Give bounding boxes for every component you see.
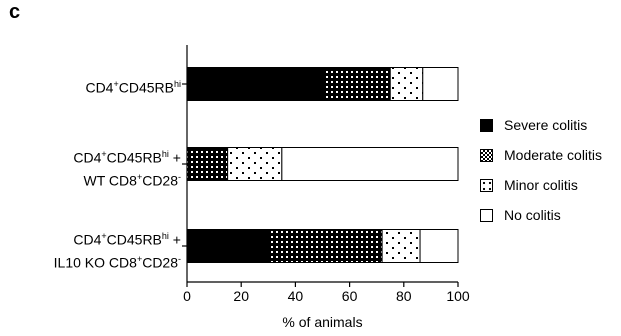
bar-segment-moderate-colitis-1 (186, 147, 229, 181)
x-tick-label-60: 60 (342, 288, 358, 304)
bar-segment-minor-colitis-1 (227, 147, 283, 181)
x-axis-title: % of animals (282, 314, 363, 330)
bar-segment-moderate-colitis-2 (267, 229, 383, 263)
x-tick-label-40: 40 (288, 288, 304, 304)
legend-label: Severe colitis (504, 117, 588, 133)
legend-swatch (480, 178, 493, 192)
category-label-1: CD4+CD45RBhi + WT CD8+CD28- (73, 149, 181, 189)
bar-segment-severe-colitis-0 (186, 67, 323, 101)
bar-segment-moderate-colitis-0 (322, 67, 391, 101)
bar-segment-minor-colitis-2 (381, 229, 421, 263)
x-tick-label-20: 20 (233, 288, 249, 304)
bar-segment-severe-colitis-2 (186, 229, 269, 263)
x-tick-label-100: 100 (446, 288, 470, 304)
category-label-0: CD4+CD45RBhi (85, 78, 181, 96)
bar-segment-no-colitis-1 (281, 147, 459, 181)
x-tick-label-0: 0 (183, 288, 191, 304)
x-tick-label-80: 80 (396, 288, 412, 304)
legend-label: No colitis (504, 207, 561, 223)
bar-segment-no-colitis-2 (419, 229, 459, 263)
bar-segment-minor-colitis-0 (389, 67, 424, 101)
legend-item-minor-colitis: Minor colitis (480, 177, 578, 193)
legend-swatch (480, 148, 493, 162)
legend-item-severe-colitis: Severe colitis (480, 117, 587, 133)
legend-item-moderate-colitis: Moderate colitis (480, 147, 602, 163)
legend-item-no-colitis: No colitis (480, 207, 561, 223)
category-label-2: CD4+CD45RBhi + IL10 KO CD8+CD28- (53, 231, 181, 271)
legend-swatch (480, 208, 493, 222)
legend-swatch (480, 118, 493, 132)
bar-segment-no-colitis-0 (422, 67, 459, 101)
legend-label: Moderate colitis (504, 147, 603, 163)
panel-label: c (9, 1, 21, 23)
legend-label: Minor colitis (504, 177, 578, 193)
